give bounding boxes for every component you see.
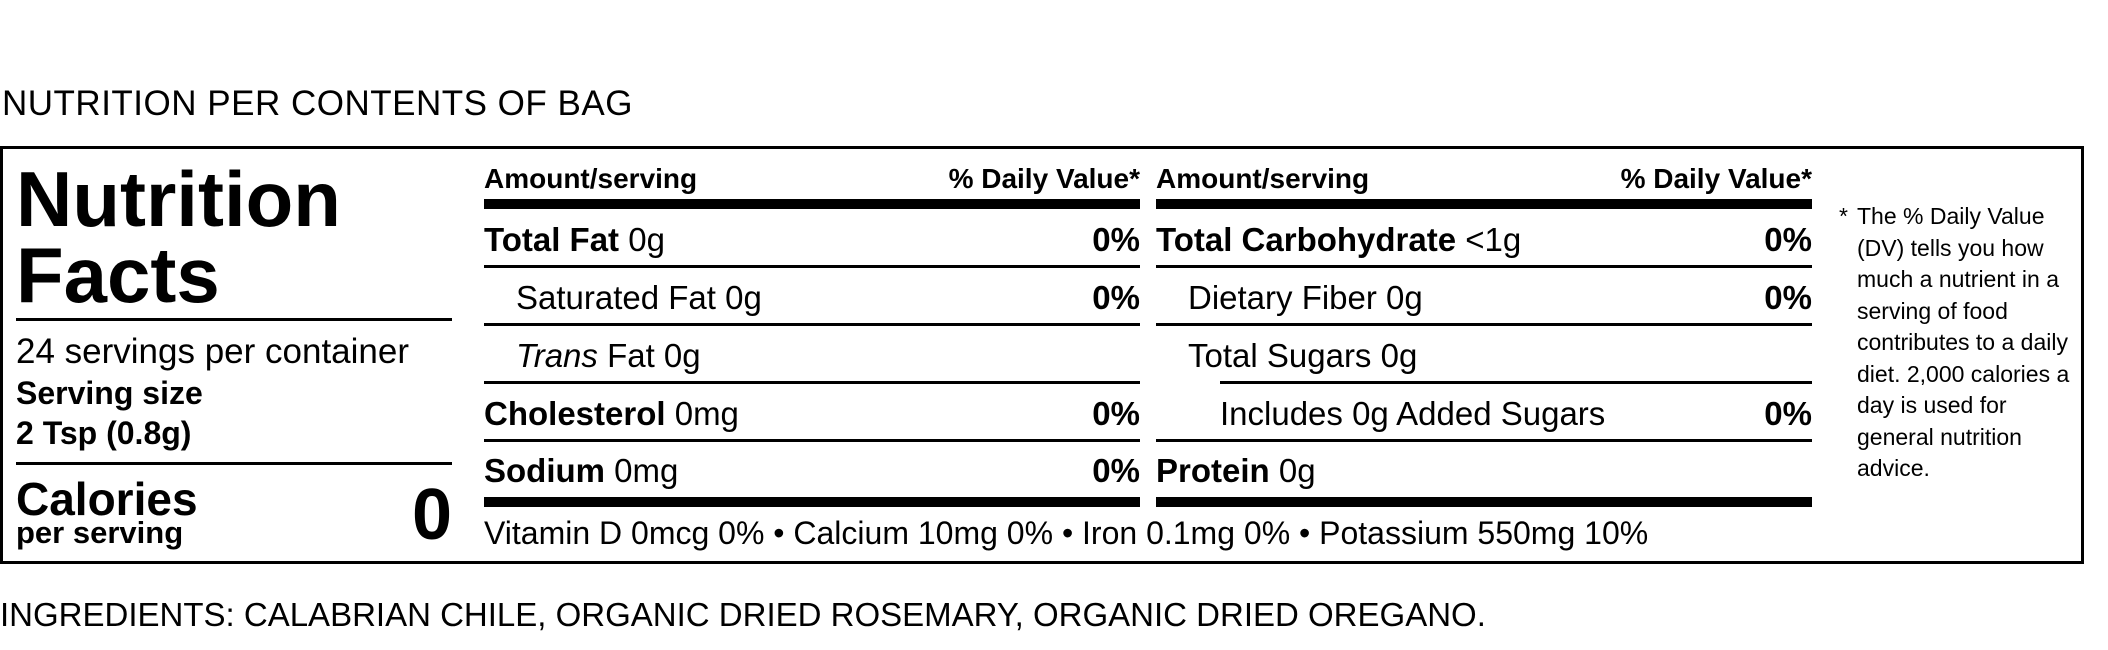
title-line-2: Facts	[16, 231, 220, 319]
table-header: Amount/serving % Daily Value*	[1156, 163, 1812, 199]
nutrient-name: Dietary Fiber 0g	[1188, 279, 1423, 316]
footer-thick-rule	[484, 497, 1140, 507]
nutrient-row-dietary-fiber: Dietary Fiber 0g 0%	[1156, 269, 1812, 323]
nutrient-dv: 0%	[1764, 395, 1812, 432]
vitamins-minerals-line: Vitamin D 0mcg 0% • Calcium 10mg 0% • Ir…	[484, 515, 1649, 551]
nutrient-amount: <1g	[1456, 221, 1522, 258]
nutrient-dv: 0%	[1092, 279, 1140, 316]
row-divider	[484, 265, 1140, 268]
ingredients-list: INGREDIENTS: CALABRIAN CHILE, ORGANIC DR…	[0, 596, 1486, 633]
serving-size-value: 2 Tsp (0.8g)	[16, 415, 192, 451]
serving-divider	[16, 462, 452, 465]
nutrition-facts-label: Nutrition Facts 24 servings per containe…	[0, 146, 2084, 564]
label-summary-column: Nutrition Facts 24 servings per containe…	[16, 149, 452, 561]
servings-per-container: 24 servings per container	[16, 332, 409, 371]
nutrient-row-saturated-fat: Saturated Fat 0g 0%	[484, 269, 1140, 323]
calories-label: Calories	[16, 473, 198, 525]
per-serving-label: per serving	[16, 515, 184, 550]
nutrient-name: Saturated Fat 0g	[516, 279, 762, 316]
nutrition-facts-title: Nutrition Facts	[16, 160, 452, 314]
daily-value-header: % Daily Value*	[1620, 163, 1812, 194]
daily-value-header: % Daily Value*	[948, 163, 1140, 194]
calories-value: 0	[411, 475, 452, 555]
nutrient-amount: 0g	[619, 221, 665, 258]
row-divider	[1156, 439, 1812, 442]
amount-serving-header: Amount/serving	[484, 163, 698, 194]
nutrient-row-total-sugars: Total Sugars 0g	[1156, 327, 1812, 381]
footnote-text: The % Daily Value (DV) tells you how muc…	[1857, 203, 2070, 481]
nutrient-amount: Fat 0g	[597, 337, 701, 374]
nutrient-row-sodium: Sodium 0mg 0%	[484, 442, 1140, 496]
title-line-1: Nutrition	[16, 155, 341, 243]
nutrient-amount: 0g	[1269, 452, 1316, 489]
header-caption: NUTRITION PER CONTENTS OF BAG	[2, 84, 633, 123]
nutrient-dv: 0%	[1092, 221, 1140, 258]
nutrient-row-protein: Protein 0g	[1156, 442, 1812, 496]
footer-thick-rule	[1156, 497, 1812, 507]
row-divider	[484, 381, 1140, 384]
row-divider	[484, 323, 1140, 326]
nutrient-row-total-fat: Total Fat 0g 0%	[484, 211, 1140, 265]
table-header: Amount/serving % Daily Value*	[484, 163, 1140, 199]
nutrient-name: Total Sugars 0g	[1188, 337, 1418, 374]
nutrient-dv: 0%	[1764, 279, 1812, 316]
nutrient-row-cholesterol: Cholesterol 0mg 0%	[484, 385, 1140, 439]
nutrient-name: Sodium	[484, 452, 605, 489]
title-divider	[16, 318, 452, 321]
nutrient-row-total-carbohydrate: Total Carbohydrate <1g 0%	[1156, 211, 1812, 265]
nutrient-dv: 0%	[1092, 452, 1140, 489]
nutrient-amount: 0mg	[605, 452, 679, 489]
footnote-asterisk: *	[1839, 203, 1848, 229]
daily-value-footnote: * The % Daily Value (DV) tells you how m…	[1839, 201, 2071, 485]
nutrient-name: Total Carbohydrate	[1156, 221, 1457, 258]
nutrient-table-right: Amount/serving % Daily Value* Total Carb…	[1156, 149, 1812, 509]
nutrient-table-left: Amount/serving % Daily Value* Total Fat …	[484, 149, 1140, 509]
nutrient-name: Protein	[1156, 452, 1270, 489]
header-thick-rule	[1156, 199, 1812, 209]
row-divider	[1220, 381, 1812, 384]
serving-size-label: Serving size	[16, 375, 203, 411]
amount-serving-header: Amount/serving	[1156, 163, 1370, 194]
nutrient-name-italic: Trans	[516, 337, 598, 374]
row-divider	[1156, 323, 1812, 326]
row-divider	[1156, 265, 1812, 268]
header-thick-rule	[484, 199, 1140, 209]
nutrient-row-added-sugars: Includes 0g Added Sugars 0%	[1156, 385, 1812, 439]
nutrient-name: Includes 0g Added Sugars	[1220, 395, 1606, 432]
row-divider	[484, 439, 1140, 442]
nutrient-name: Cholesterol	[484, 395, 666, 432]
nutrient-dv: 0%	[1092, 395, 1140, 432]
nutrient-row-trans-fat: Trans Fat 0g	[484, 327, 1140, 381]
nutrient-name: Total Fat	[484, 221, 620, 258]
nutrient-dv: 0%	[1764, 221, 1812, 258]
nutrient-amount: 0mg	[665, 395, 739, 432]
